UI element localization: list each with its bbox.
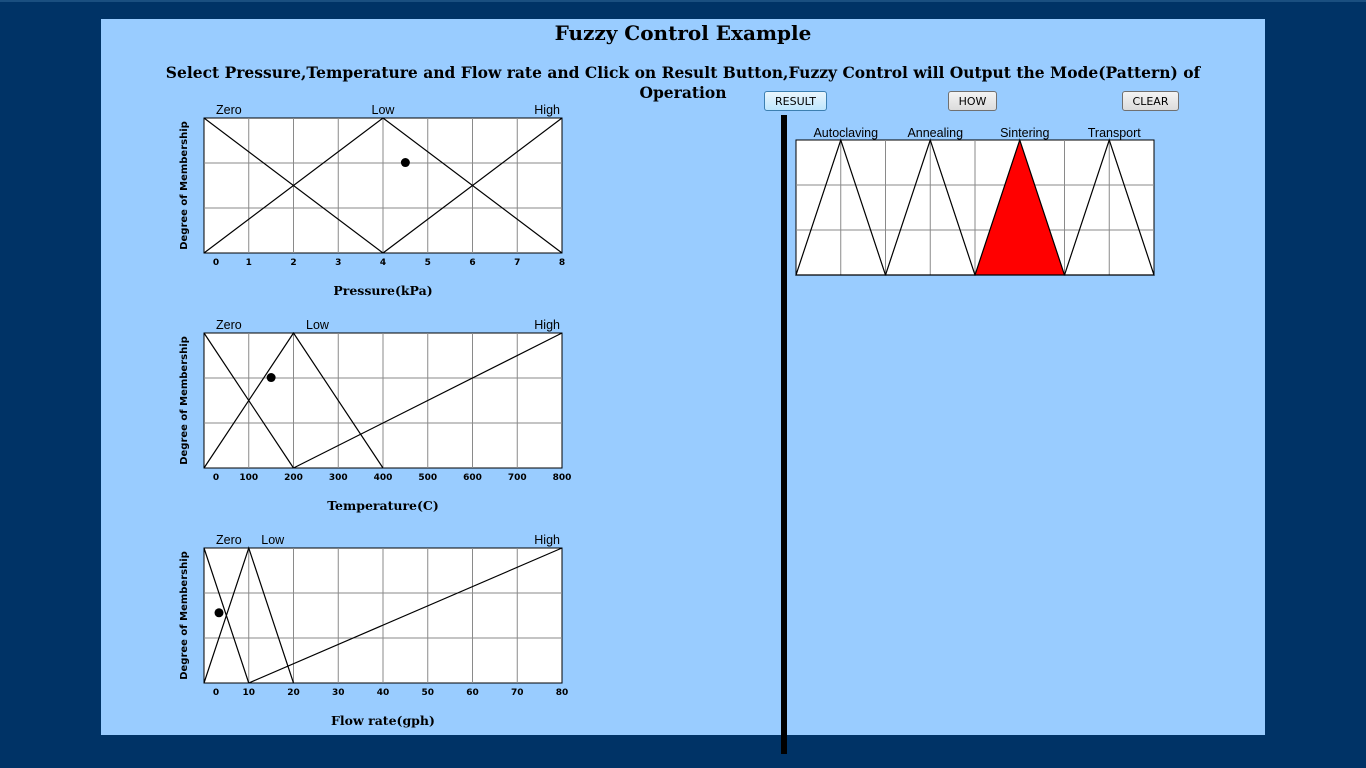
membership-label-high: High: [534, 318, 560, 332]
y-axis-label: Degree of Membership: [179, 551, 190, 680]
mode-triangle-autoclaving: [795, 138, 887, 276]
x-tick-label: 300: [329, 473, 348, 483]
instructions-text: Select Pressure,Temperature and Flow rat…: [165, 63, 1201, 102]
membership-label-high: High: [534, 103, 560, 117]
x-tick-label: 600: [463, 473, 482, 483]
x-tick-label: 0: [213, 688, 219, 698]
x-tick-label: 700: [508, 473, 527, 483]
mode-label-sintering: Sintering: [1000, 126, 1049, 140]
membership-label-high: High: [534, 533, 560, 547]
page-title: Fuzzy Control Example: [554, 21, 812, 45]
mode-triangle-transport: [1063, 138, 1155, 276]
membership-line-high: [382, 117, 563, 254]
x-axis-label: Pressure(kPa): [333, 283, 432, 298]
membership-label-low: Low: [372, 103, 396, 117]
result-button[interactable]: RESULT: [764, 91, 827, 111]
x-tick-label: 5: [425, 258, 431, 268]
x-tick-label: 0: [213, 258, 219, 268]
x-tick-label: 70: [511, 688, 524, 698]
selected-point[interactable]: [266, 373, 276, 383]
clear-button[interactable]: CLEAR: [1122, 91, 1179, 111]
mode-triangle-sintering: [974, 138, 1066, 276]
output-mode-chart: Autoclaving Annealing Sintering Transport: [795, 126, 1155, 276]
x-tick-label: 80: [556, 688, 569, 698]
x-tick-label: 100: [239, 473, 258, 483]
x-axis-label: Flow rate(gph): [331, 713, 435, 728]
membership-line-high: [248, 547, 563, 684]
x-axis-label: Temperature(C): [327, 498, 439, 513]
x-tick-label: 20: [287, 688, 300, 698]
mode-label-autoclaving: Autoclaving: [813, 126, 878, 140]
membership-label-zero: Zero: [216, 318, 242, 332]
x-tick-label: 6: [469, 258, 475, 268]
mode-triangle-annealing: [884, 138, 976, 276]
x-tick-label: 0: [213, 473, 219, 483]
mode-label-transport: Transport: [1088, 126, 1142, 140]
selected-point[interactable]: [400, 158, 410, 168]
selected-point[interactable]: [214, 608, 224, 618]
x-tick-label: 40: [377, 688, 390, 698]
membership-label-zero: Zero: [216, 533, 242, 547]
membership-label-low: Low: [261, 533, 285, 547]
x-tick-label: 30: [332, 688, 345, 698]
flow-rate-chart[interactable]: Zero Low High 0 10 20 30 40 50 60 70 80 Degree of Me…: [174, 528, 574, 738]
mode-label-annealing: Annealing: [907, 126, 963, 140]
membership-line-high: [293, 332, 563, 469]
x-tick-label: 10: [242, 688, 255, 698]
membership-line-low: [203, 546, 295, 684]
x-tick-label: 3: [335, 258, 341, 268]
x-tick-label: 500: [418, 473, 437, 483]
x-tick-label: 400: [374, 473, 393, 483]
pressure-chart[interactable]: Zero Low High 0 1 2 3 4 5 6 7 8 Degree of Membership…: [174, 98, 574, 308]
y-axis-label: Degree of Membership: [179, 336, 190, 465]
x-tick-label: 4: [380, 258, 386, 268]
x-tick-label: 7: [514, 258, 520, 268]
membership-line-low: [203, 117, 563, 254]
x-tick-label: 60: [466, 688, 479, 698]
temperature-chart[interactable]: Zero Low High 0 100 200 300 400 500 600 700 800 Degr…: [174, 313, 574, 523]
x-tick-label: 8: [559, 258, 565, 268]
y-axis-label: Degree of Membership: [179, 121, 190, 250]
x-tick-label: 200: [284, 473, 303, 483]
top-border: [0, 0, 1366, 2]
membership-label-low: Low: [306, 318, 330, 332]
vertical-divider: [781, 115, 787, 754]
membership-line-low: [203, 331, 384, 469]
how-button[interactable]: HOW: [948, 91, 997, 111]
membership-label-zero: Zero: [216, 103, 242, 117]
x-tick-label: 800: [553, 473, 572, 483]
x-tick-label: 50: [421, 688, 434, 698]
x-tick-label: 1: [246, 258, 252, 268]
x-tick-label: 2: [290, 258, 296, 268]
